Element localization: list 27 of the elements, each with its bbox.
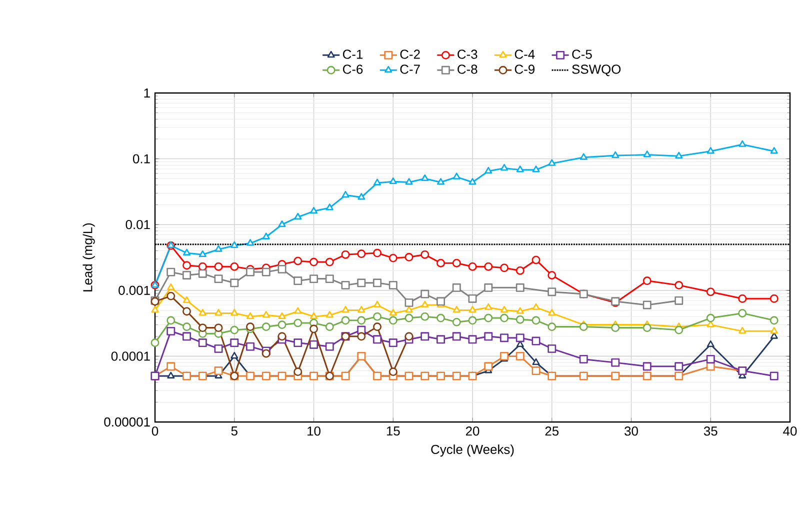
x-tick-label: 30	[624, 426, 638, 436]
legend-label: C-2	[400, 50, 420, 59]
y-tick-label: 0.01	[126, 220, 150, 230]
x-axis-title: Cycle (Weeks)	[431, 444, 514, 457]
x-tick-label: 5	[231, 426, 238, 436]
legend-label: C-7	[400, 64, 420, 74]
x-tick-label: 10	[308, 426, 320, 436]
y-tick-label: 1	[144, 88, 150, 98]
x-tick-label: 0	[152, 426, 158, 436]
legend-label: C-5	[572, 50, 592, 59]
x-tick-label: 35	[704, 426, 718, 436]
x-tick-label: 20	[466, 426, 480, 436]
legend-label: C-1	[342, 50, 363, 59]
legend-label: SSWQO	[572, 64, 621, 76]
y-tick-label: 0.001	[118, 286, 150, 295]
legend-label: C-3	[458, 50, 478, 59]
x-tick-label: 25	[545, 426, 559, 436]
legend-label: C-9	[514, 64, 534, 74]
legend-label: C-4	[514, 50, 535, 59]
y-tick-label: 0.0001	[111, 352, 150, 361]
legend-label: C-8	[458, 64, 478, 74]
legend-label: C-6	[342, 64, 363, 74]
y-tick-label: 0.1	[132, 154, 150, 164]
x-tick-label: 40	[783, 426, 797, 436]
y-axis-title: Lead (mg/L)	[82, 223, 95, 292]
x-tick-label: 15	[386, 426, 400, 436]
y-tick-label: 0.00001	[104, 417, 150, 427]
